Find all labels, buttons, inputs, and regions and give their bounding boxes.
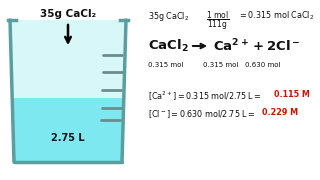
Text: 0.630 mol: 0.630 mol (245, 62, 281, 68)
Text: 0.315 mol: 0.315 mol (148, 62, 183, 68)
Text: $\mathbf{CaCl_2}$: $\mathbf{CaCl_2}$ (148, 38, 189, 54)
Text: 0.229 M: 0.229 M (262, 108, 298, 117)
Polygon shape (10, 20, 126, 162)
Text: 2.75 L: 2.75 L (51, 133, 85, 143)
Text: 0.315 mol: 0.315 mol (203, 62, 238, 68)
Text: $= 0.315\ \mathrm{mol\ CaCl_2}$: $= 0.315\ \mathrm{mol\ CaCl_2}$ (238, 10, 314, 22)
Text: 35g CaCl₂: 35g CaCl₂ (40, 9, 96, 19)
Text: $\mathbf{Ca^{2+} + 2Cl^-}$: $\mathbf{Ca^{2+} + 2Cl^-}$ (213, 38, 300, 55)
Text: $[\mathrm{Ca^{2+}}] = 0.315\ \mathrm{mol}/2.75\ \mathrm{L} = $: $[\mathrm{Ca^{2+}}] = 0.315\ \mathrm{mol… (148, 90, 262, 103)
Text: $\dfrac{1\ \mathrm{mol}}{111\mathrm{g}}$: $\dfrac{1\ \mathrm{mol}}{111\mathrm{g}}$ (206, 10, 229, 32)
Text: $[\mathrm{Cl^-}] = 0.630\ \mathrm{mol}/2.75\ \mathrm{L} = $: $[\mathrm{Cl^-}] = 0.630\ \mathrm{mol}/2… (148, 108, 256, 120)
Text: 0.115 M: 0.115 M (274, 90, 310, 99)
Polygon shape (12, 98, 124, 162)
Text: $35\mathrm{g\ CaCl_2}$: $35\mathrm{g\ CaCl_2}$ (148, 10, 189, 23)
